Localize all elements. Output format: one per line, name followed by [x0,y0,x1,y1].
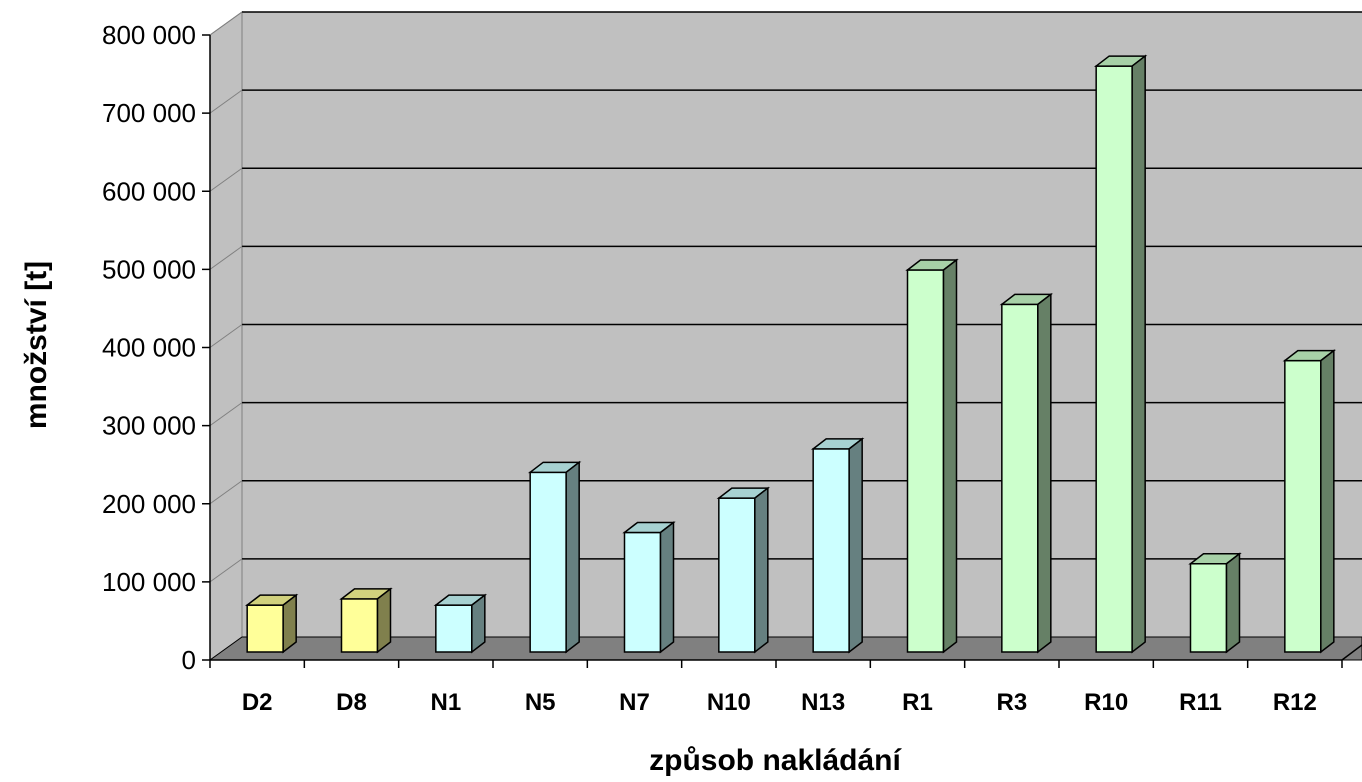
x-tick-label: D2 [242,689,273,716]
gridline-side [209,558,243,583]
bar-front-face [246,604,284,653]
y-tick-label: 600 000 [102,176,196,206]
bars [244,54,1337,654]
axes [202,34,1362,668]
y-tick-label: 0 [182,645,196,675]
y-tick-label: 500 000 [102,254,196,284]
gridline-side [209,167,243,192]
bar-side-face [754,486,769,654]
bar-side-face [659,520,675,654]
x-tick-labels: D2 D8 N1 N5 N7 N10 N13 R1 R3 R10 R11 R12 [242,689,1317,716]
bar [1093,54,1148,654]
bar [810,437,865,654]
bar [1282,349,1337,654]
bar-front-face [1189,562,1228,653]
bar [433,593,488,654]
x-tick-label: N1 [430,689,461,716]
y-tick-label: 100 000 [102,567,196,597]
bar-front-face [812,448,850,653]
bar-side-face [1131,54,1146,654]
x-axis-title: způsob nakládání [649,744,902,777]
y-tick-labels: 0 100 000 200 000 300 000 400 000 500 000 600 … [102,20,196,675]
x-tick-label: N13 [801,689,845,716]
y-tick-label: 800 000 [102,20,196,50]
bar-side-face [942,258,958,654]
bar [527,460,582,654]
bar-side-face [376,587,392,654]
bar-side-face [1037,292,1052,654]
bar [244,593,299,654]
x-tick-label: N7 [619,689,650,716]
x-tick-label: N10 [707,689,751,716]
gridline-side [209,89,243,114]
bar-front-face [1001,303,1039,653]
bar-side-face [565,460,580,654]
bar [622,520,676,654]
bar [339,587,393,654]
bar-front-face [1095,65,1133,653]
y-tick-label: 700 000 [102,98,196,128]
bar-front-face [340,598,379,653]
x-tick-label: R12 [1273,689,1317,716]
x-axis-edge [1341,644,1362,661]
bar-front-face [1284,359,1322,653]
bar [1188,552,1242,654]
x-tick-label: R3 [996,689,1027,716]
x-tick-label: N5 [525,689,556,716]
y-tick-label: 200 000 [102,489,196,519]
gridlines [209,11,1362,583]
bar-side-face [1320,349,1335,654]
bar-side-face [1225,552,1241,654]
x-tick-label: R11 [1179,689,1222,716]
bar-side-face [471,593,486,654]
bar [905,258,959,654]
gridline-side [209,324,243,348]
bar-front-face [529,471,567,653]
bar-side-face [848,437,863,654]
bar-side-face [282,593,297,654]
x-tick-label: D8 [336,689,367,716]
bar [716,486,771,654]
x-tick-label: R1 [902,689,933,716]
gridline-side [209,480,243,505]
bar-front-face [718,497,756,653]
x-tick-label: R10 [1084,689,1128,716]
gridline-side [209,402,243,427]
bar-front-face [623,531,662,653]
gridline-side [209,11,243,36]
plot-area [209,11,1362,661]
gridline-side [209,245,243,270]
bar-front-face [435,604,473,653]
y-tick-label: 400 000 [102,333,196,363]
bar-front-face [906,269,945,653]
y-axis-title: množství [t] [20,261,53,429]
bar [999,292,1054,654]
y-tick-label: 300 000 [102,411,196,441]
